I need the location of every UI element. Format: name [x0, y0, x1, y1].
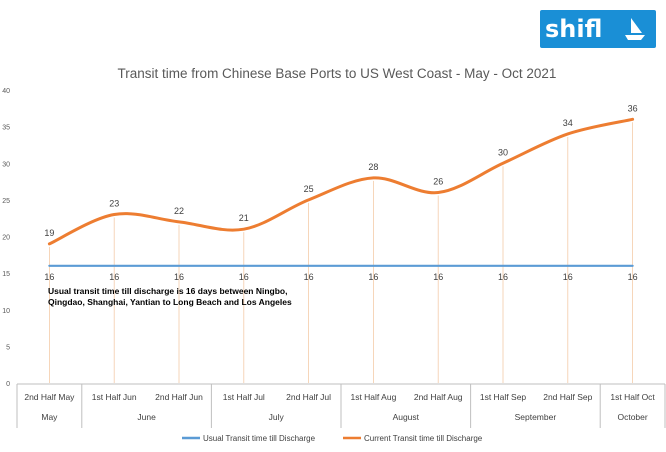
y-tick-label: 40 — [2, 88, 10, 95]
legend-label: Current Transit time till Discharge — [364, 434, 483, 443]
data-label: 25 — [304, 184, 314, 194]
y-tick-label: 35 — [2, 125, 10, 132]
y-tick-label: 30 — [2, 161, 10, 168]
shifl-logo: shifl — [540, 10, 656, 48]
data-label: 16 — [44, 272, 54, 282]
x-tick-label: 2nd Half Jun — [155, 392, 203, 402]
data-label: 16 — [174, 272, 184, 282]
y-tick-label: 25 — [2, 198, 10, 205]
y-tick-label: 10 — [2, 308, 10, 315]
data-label: 28 — [368, 162, 378, 172]
data-label: 19 — [44, 228, 54, 238]
annotation-line-2: Qingdao, Shanghai, Yantian to Long Beach… — [48, 297, 292, 307]
y-tick-label: 15 — [2, 271, 10, 278]
y-tick-label: 5 — [6, 344, 10, 351]
x-group-label: October — [617, 412, 647, 422]
x-tick-label: 1st Half Aug — [350, 392, 396, 402]
data-label: 22 — [174, 206, 184, 216]
data-label: 16 — [368, 272, 378, 282]
x-tick-label: 2nd Half Sep — [543, 392, 592, 402]
data-label: 16 — [304, 272, 314, 282]
x-tick-label: 2nd Half Aug — [414, 392, 463, 402]
x-group-label: September — [515, 412, 557, 422]
x-group-label: July — [269, 412, 285, 422]
logo-text: shifl — [545, 15, 603, 43]
data-label: 16 — [563, 272, 573, 282]
data-label: 26 — [433, 177, 443, 187]
x-group-label: August — [393, 412, 420, 422]
data-label: 16 — [628, 272, 638, 282]
data-label: 30 — [498, 147, 508, 157]
annotation-text: Usual transit time till discharge is 16 … — [48, 286, 292, 307]
x-tick-label: 1st Half Sep — [480, 392, 527, 402]
x-tick-label: 1st Half Oct — [610, 392, 655, 402]
y-tick-label: 20 — [2, 235, 10, 242]
data-label: 16 — [109, 272, 119, 282]
y-tick-label: 0 — [6, 381, 10, 388]
data-label: 21 — [239, 213, 249, 223]
data-label: 16 — [433, 272, 443, 282]
chart-title: Transit time from Chinese Base Ports to … — [118, 66, 557, 81]
series-line-current — [47, 117, 635, 246]
data-label: 36 — [628, 103, 638, 113]
legend-label: Usual Transit time till Discharge — [203, 434, 316, 443]
x-tick-label: 1st Half Jun — [92, 392, 137, 402]
data-label: 16 — [239, 272, 249, 282]
x-group-label: June — [137, 412, 156, 422]
data-label: 34 — [563, 118, 573, 128]
data-label: 16 — [498, 272, 508, 282]
x-tick-label: 2nd Half May — [24, 392, 75, 402]
x-tick-label: 2nd Half Jul — [286, 392, 331, 402]
annotation-line-1: Usual transit time till discharge is 16 … — [48, 286, 287, 296]
data-label: 23 — [109, 199, 119, 209]
ship-sail-icon — [625, 18, 645, 40]
x-tick-label: 1st Half Jul — [223, 392, 265, 402]
x-group-label: May — [41, 412, 58, 422]
